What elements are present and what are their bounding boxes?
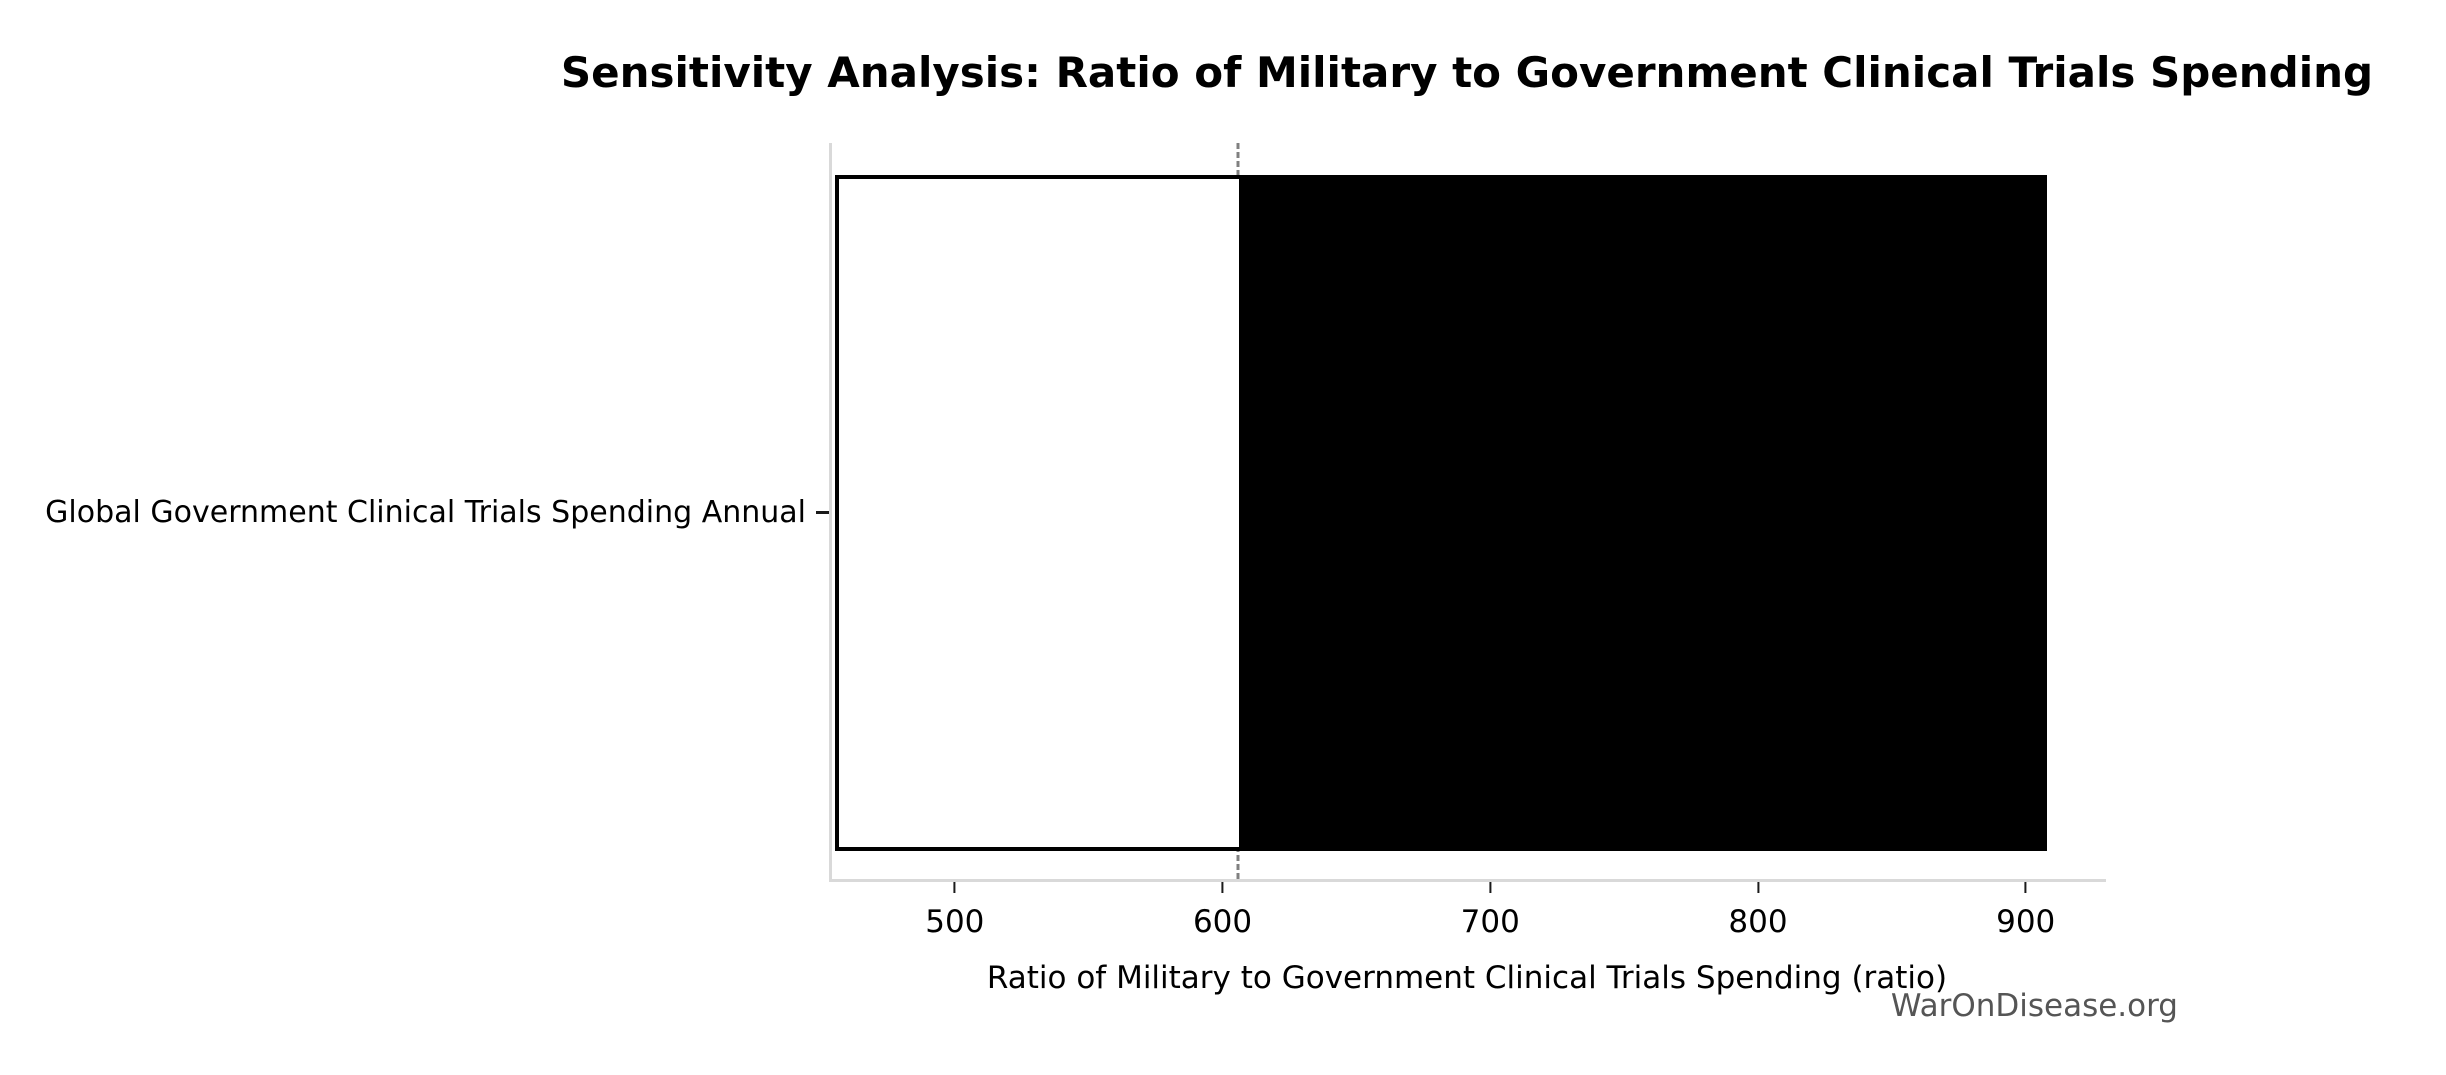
x-tick-label: 800	[1728, 904, 1788, 940]
x-axis-label: Ratio of Military to Government Clinical…	[986, 960, 1948, 996]
x-tick-mark	[1489, 882, 1492, 893]
watermark-text: WarOnDisease.org	[1890, 988, 2178, 1024]
y-tick-label: Global Government Clinical Trials Spendi…	[45, 495, 806, 530]
x-tick-mark	[953, 882, 956, 893]
x-axis-ticks: 500 600 700 800 900	[829, 882, 2106, 962]
x-tick: 500	[925, 882, 984, 939]
x-tick-mark	[1221, 882, 1224, 893]
sensitivity-bar	[834, 175, 2048, 851]
x-tick: 900	[1996, 882, 2055, 939]
y-tick-mark	[816, 511, 829, 514]
x-tick-mark	[1756, 882, 1759, 893]
x-tick-label: 500	[925, 904, 985, 940]
bar-high-segment	[1239, 179, 2044, 847]
x-tick: 800	[1728, 882, 1788, 940]
x-tick-label: 700	[1460, 904, 1520, 940]
plot-area	[829, 143, 2106, 882]
x-tick-label: 600	[1192, 904, 1253, 940]
x-tick: 600	[1193, 882, 1252, 939]
chart-title: Sensitivity Analysis: Ratio of Military …	[560, 48, 2374, 97]
x-tick: 700	[1461, 882, 1520, 939]
x-tick-label: 900	[1996, 904, 2056, 940]
x-tick-mark	[2024, 882, 2027, 893]
